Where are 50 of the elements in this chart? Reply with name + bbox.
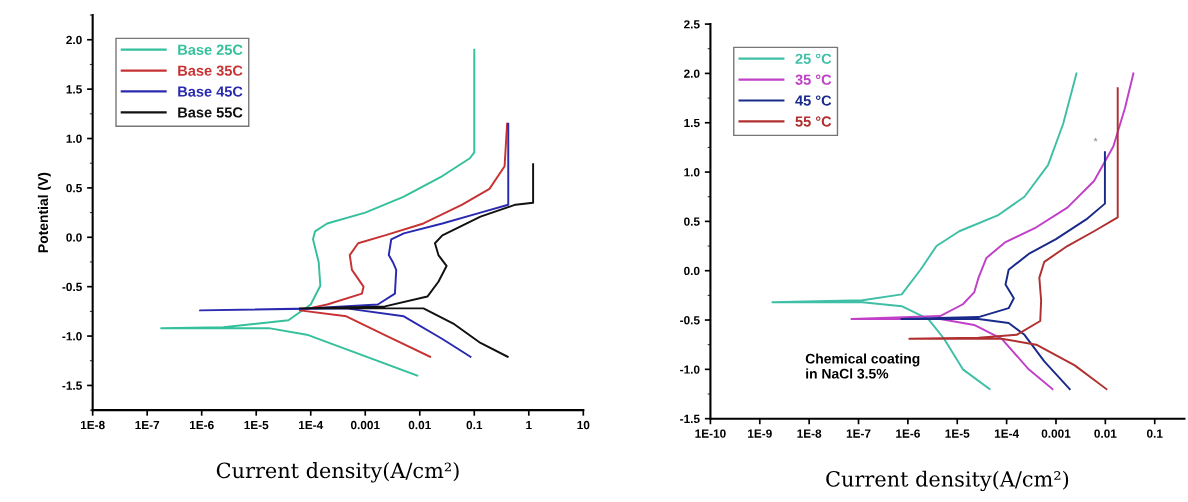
y-tick-label: 1.0 [684, 168, 700, 177]
legend-label: Base 55C [178, 107, 243, 118]
x-tick-label: 0.01 [1094, 429, 1117, 438]
x-tick-label: 1E-7 [135, 420, 160, 430]
x-tick-label: 1E-8 [80, 420, 105, 430]
y-tick-label: 2.5 [684, 20, 700, 29]
y-tick-label: 2.0 [66, 35, 82, 45]
y-tick-label: -1.0 [62, 332, 82, 341]
x-tick-label: 1E-9 [748, 429, 772, 438]
y-tick-label: -0.5 [680, 316, 700, 325]
y-tick-label: 0.0 [66, 233, 82, 242]
y-tick-label: -1.5 [62, 381, 82, 390]
x-tick-label: 1E-6 [896, 429, 920, 438]
x-tick-label: 1E-10 [695, 429, 726, 438]
x-tick-label: 1E-5 [244, 420, 269, 430]
x-tick-label: 1E-8 [797, 429, 822, 438]
x-tick-label: 1E-4 [994, 429, 1020, 438]
y-tick-label: 1.0 [66, 134, 82, 143]
y-tick-label: 1.5 [684, 118, 700, 128]
y-tick-label: 0.0 [684, 266, 700, 276]
x-axis-title: Current density(A/cm²) [826, 470, 1069, 492]
annotation: * [1093, 137, 1098, 142]
y-tick-label: 2.0 [684, 69, 700, 78]
x-tick-label: 0.001 [350, 420, 380, 430]
x-tick-label: 0.001 [1041, 429, 1071, 438]
legend-label: 25 °C [795, 53, 832, 64]
y-tick-label: -1.0 [680, 365, 700, 374]
x-tick-label: 1 [526, 420, 532, 430]
x-tick-label: 1E-6 [189, 420, 214, 430]
y-tick-label: -1.5 [680, 414, 700, 424]
legend-label: Base 25C [178, 44, 243, 55]
x-tick-label: 1E-4 [299, 420, 324, 430]
y-tick-label: 0.5 [684, 217, 700, 226]
x-tick-label: 0.01 [408, 420, 431, 430]
x-axis-title: Current density(A/cm²) [216, 462, 459, 483]
legend-label: 45 °C [795, 95, 832, 106]
x-tick-label: 1E-5 [945, 429, 970, 438]
y-tick-label: 0.5 [66, 183, 82, 193]
legend-label: Base 45C [178, 86, 243, 97]
legend-label: 55 °C [795, 116, 832, 127]
x-tick-label: 10 [577, 420, 590, 430]
legend-label: Base 35C [178, 65, 243, 76]
y-tick-label: 1.5 [66, 85, 82, 94]
x-tick-label: 0.1 [466, 420, 483, 430]
y-tick-label: -0.5 [62, 282, 82, 292]
annotation: Chemical coating in NaCl 3.5% [805, 353, 920, 379]
y-axis-title: Potential (V) [37, 172, 51, 253]
x-tick-label: 1E-7 [846, 429, 871, 438]
legend-label: 35 °C [795, 74, 832, 85]
x-tick-label: 0.1 [1146, 429, 1163, 438]
